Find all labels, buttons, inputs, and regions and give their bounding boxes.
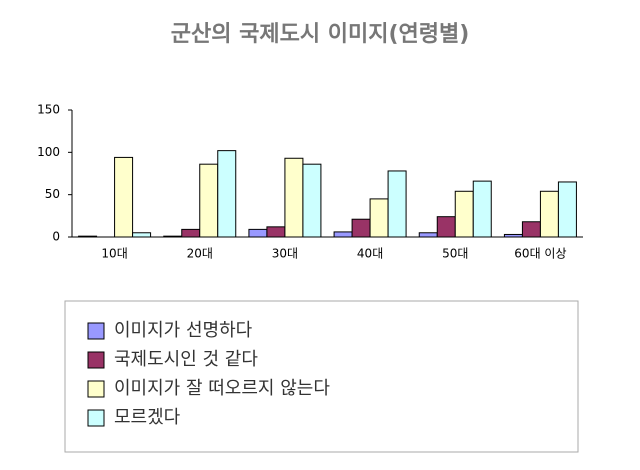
y-tick-label: 0: [52, 230, 60, 244]
bar: [418, 232, 438, 238]
chart-title: 군산의 국제도시 이미지(연령별): [171, 22, 470, 47]
bar: [302, 163, 322, 238]
legend-label: 이미지가 선명하다: [114, 320, 253, 341]
legend-swatch: [87, 380, 105, 398]
x-tick-label: 50대: [442, 247, 468, 261]
legend-label: 국제도시인 것 같다: [114, 349, 258, 370]
legend-label: 이미지가 잘 떠오르지 않는다: [114, 378, 330, 399]
legend-box: [64, 300, 579, 453]
bar: [539, 190, 559, 238]
bar: [199, 163, 219, 238]
bar: [248, 228, 268, 238]
y-tick-label: 50: [45, 187, 60, 201]
legend-swatch: [87, 409, 105, 427]
legend-swatch: [87, 322, 105, 340]
legend-label: 모르겠다: [114, 407, 181, 428]
bar: [333, 231, 353, 238]
bar: [436, 216, 456, 238]
bar: [266, 226, 286, 238]
y-tick-label: 150: [37, 103, 60, 117]
x-tick-label: 40대: [357, 247, 383, 261]
legend-swatch: [87, 351, 105, 369]
bar: [557, 181, 577, 238]
x-tick-label: 20대: [187, 247, 213, 261]
x-tick-label: 10대: [101, 247, 127, 261]
bar: [181, 228, 201, 238]
bar: [217, 150, 237, 238]
x-tick-label: 30대: [272, 247, 298, 261]
bar: [454, 190, 474, 238]
bar: [369, 198, 389, 238]
x-tick-label: 60대 이상: [514, 247, 566, 261]
bar: [351, 218, 371, 238]
bar: [284, 157, 304, 238]
y-tick-label: 100: [37, 145, 60, 159]
bar: [132, 232, 152, 238]
bar: [114, 156, 134, 238]
bar: [472, 180, 492, 238]
bar: [521, 221, 541, 238]
bar: [387, 170, 407, 238]
